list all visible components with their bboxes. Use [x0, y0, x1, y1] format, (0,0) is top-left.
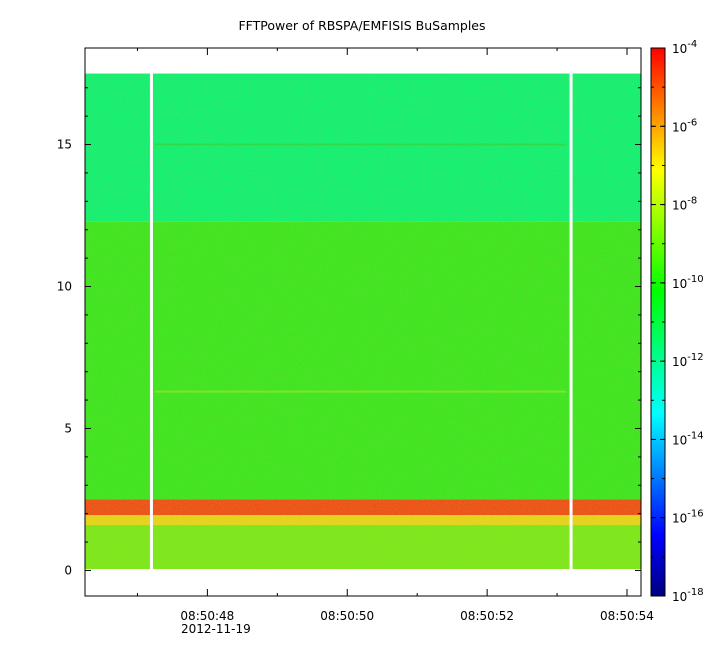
- band-noise-dark-2: [85, 499, 641, 516]
- x-tick-label-2: 08:50:52: [460, 609, 514, 623]
- x-date-label: 2012-11-19: [181, 622, 251, 636]
- y-tick-label-3: 15: [57, 138, 72, 152]
- colorbar-tick-label-5: 10-14: [672, 430, 704, 447]
- data-gap-1: [569, 73, 573, 570]
- x-tick-label-0: 08:50:48: [180, 609, 234, 623]
- data-gaps: [149, 73, 573, 570]
- colorbar-ticks: 10-4 10-6 10-8 10-10 10-12 10-14 10-16 10-18: [651, 39, 704, 604]
- band-noise-dark-0: [85, 525, 641, 570]
- colorbar-tick-label-4: 10-12: [672, 352, 704, 369]
- spectral-lines: [155, 143, 566, 393]
- band-noise-dark-1: [85, 515, 641, 526]
- band-noise-dark-4: [85, 73, 641, 222]
- x-tick-label-1: 08:50:50: [320, 609, 374, 623]
- y-tick-label-0: 0: [64, 563, 72, 577]
- y-tick-label-1: 5: [64, 421, 72, 435]
- colorbar-tick-label-1: 10-6: [672, 117, 697, 134]
- x-tick-label-3: 08:50:54: [600, 609, 654, 623]
- data-gap-0: [149, 73, 153, 570]
- colorbar-tick-label-2: 10-8: [672, 196, 697, 213]
- plot-area: [85, 73, 641, 570]
- colorbar-tick-label-0: 10-4: [672, 39, 697, 56]
- x-axis: 08:50:48 08:50:50 08:50:52 08:50:54: [136, 48, 654, 623]
- band-noise-dark-3: [85, 221, 641, 500]
- colorbar-tick-label-6: 10-16: [672, 509, 704, 526]
- chart-title: FFTPower of RBSPA/EMFISIS BuSamples: [238, 18, 485, 33]
- y-axis: 0 5 10 15: [57, 87, 641, 577]
- colorbar-tick-label-3: 10-10: [672, 274, 704, 291]
- plot-frame: [84, 47, 642, 597]
- colorbar: 10-4 10-6 10-8 10-10 10-12 10-14 10-16 10-18: [650, 39, 704, 604]
- noise-texture: [85, 73, 641, 570]
- colorbar-tick-label-7: 10-18: [672, 587, 704, 604]
- y-tick-label-2: 10: [57, 280, 72, 294]
